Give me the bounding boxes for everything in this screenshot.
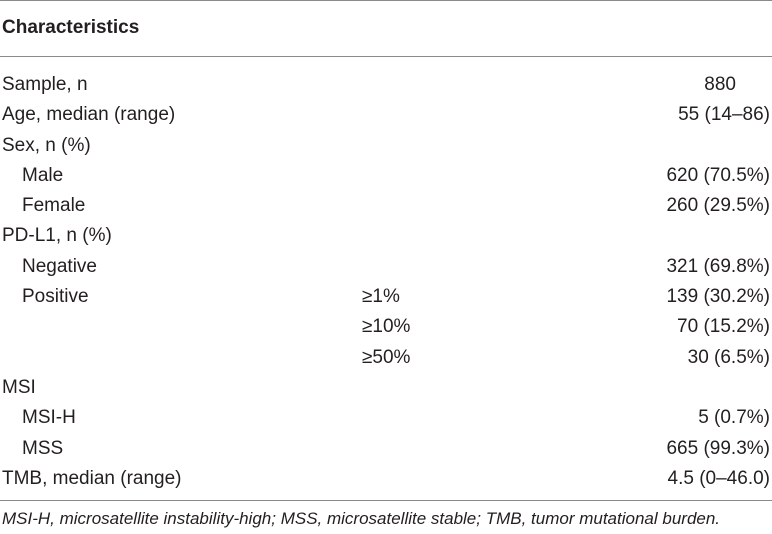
row-value: 260 (29.5%) — [666, 195, 770, 217]
table-footnote: MSI-H, microsatellite instability-high; … — [2, 509, 721, 528]
row-label: Sex, n (%) — [2, 134, 91, 156]
table-row-negative: Negative 321 (69.8%) — [0, 252, 772, 282]
table-row-age: Age, median (range) 55 (14–86) — [0, 100, 772, 130]
table-row-positive: Positive ≥1% 139 (30.2%) — [0, 282, 772, 312]
row-label: Negative — [22, 255, 97, 277]
row-value: 5 (0.7%) — [698, 407, 770, 429]
table-row-sample: Sample, n 880 — [0, 70, 772, 100]
row-label: MSS — [22, 437, 64, 459]
table-header-characteristics: Characteristics — [2, 17, 140, 38]
row-label: Male — [22, 164, 64, 186]
row-sublabel: ≥50% — [362, 346, 411, 368]
row-label: MSI — [2, 376, 36, 398]
table-row-msi: MSI — [0, 373, 772, 403]
row-value: 880 — [704, 74, 736, 95]
row-value: 620 (70.5%) — [666, 164, 770, 186]
row-label: TMB, median (range) — [2, 467, 182, 489]
table-top-rule — [0, 0, 772, 1]
row-label: Sample, n — [2, 74, 88, 95]
table-row-sex: Sex, n (%) — [0, 131, 772, 161]
row-label: Age, median (range) — [2, 104, 176, 126]
row-sublabel: ≥10% — [362, 316, 411, 338]
table-row-female: Female 260 (29.5%) — [0, 191, 772, 221]
row-value: 4.5 (0–46.0) — [667, 467, 770, 489]
row-value: 321 (69.8%) — [666, 255, 770, 277]
table-row-pd-l1: PD-L1, n (%) — [0, 221, 772, 251]
row-value: 70 (15.2%) — [677, 316, 770, 338]
row-value: 30 (6.5%) — [687, 346, 770, 368]
table-row-tmb: TMB, median (range) 4.5 (0–46.0) — [0, 464, 772, 494]
table-row-msi-h: MSI-H 5 (0.7%) — [0, 403, 772, 433]
row-label: PD-L1, n (%) — [2, 225, 112, 247]
table-row-mss: MSS 665 (99.3%) — [0, 434, 772, 464]
table-bottom-rule — [0, 500, 772, 501]
row-sublabel: ≥1% — [362, 286, 400, 308]
table-row-male: Male 620 (70.5%) — [0, 161, 772, 191]
row-value: 139 (30.2%) — [666, 286, 770, 308]
row-label: Female — [22, 195, 86, 217]
row-label: MSI-H — [22, 407, 76, 429]
row-label: Positive — [22, 286, 89, 308]
table-row-positive-50: ≥50% 30 (6.5%) — [0, 343, 772, 373]
row-value: 665 (99.3%) — [666, 437, 770, 459]
row-value: 55 (14–86) — [678, 104, 770, 126]
table-header-rule — [0, 56, 772, 57]
table-body: Sample, n 880 Age, median (range) 55 (14… — [0, 70, 772, 494]
table-row-positive-10: ≥10% 70 (15.2%) — [0, 312, 772, 342]
